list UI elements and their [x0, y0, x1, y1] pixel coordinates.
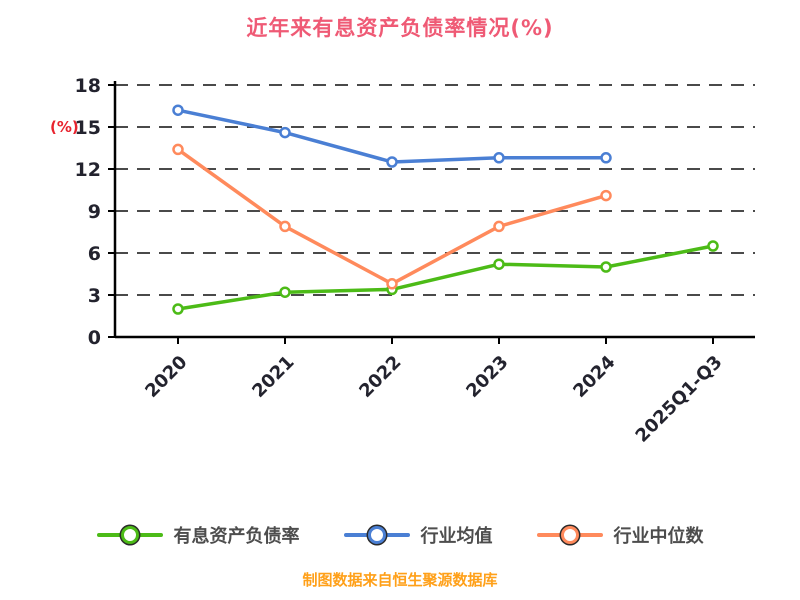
y-tick-label: 3: [88, 285, 101, 307]
x-tick-label: 2020: [141, 352, 191, 402]
y-tick-label: 6: [88, 243, 101, 265]
x-tick-label: 2022: [355, 352, 405, 402]
data-point: [279, 126, 291, 139]
x-tick-label: 2021: [248, 352, 298, 402]
data-point: [600, 152, 612, 164]
legend-marker-line: [536, 526, 603, 544]
chart-title: 近年来有息资产负债率情况(%): [246, 16, 554, 40]
data-point: [707, 240, 719, 252]
data-point: [279, 220, 291, 233]
y-tick-label: 12: [75, 159, 101, 181]
legend-item-0: 有息资产负债率: [96, 522, 300, 548]
data-point: [493, 220, 505, 233]
data-point: [493, 152, 505, 164]
data-point: [279, 286, 291, 298]
chart-canvas: 0 3 6 9 12 15 18 2020 2021 2022 2023 2024 2025Q1-Q3: [75, 75, 755, 447]
legend-label: 行业中位数: [613, 526, 704, 547]
data-point: [172, 104, 184, 116]
legend-label: 行业均值: [420, 526, 493, 547]
data-point: [386, 278, 398, 290]
data-point: [600, 189, 612, 202]
series-line-1: [176, 108, 608, 164]
legend: 有息资产负债率 行业均值 行业中位数: [0, 522, 800, 548]
x-tick-label: 2025Q1-Q3: [632, 352, 727, 447]
y-axis-label: (%): [50, 118, 79, 136]
legend-item-2: 行业中位数: [536, 522, 704, 548]
legend-label: 有息资产负债率: [173, 526, 300, 547]
legend-marker-dot: [367, 526, 386, 544]
x-tick-label: 2024: [569, 352, 619, 402]
legend-item-1: 行业均值: [343, 522, 493, 548]
y-tick-label: 9: [88, 201, 101, 223]
x-tick-label: 2023: [462, 352, 512, 402]
data-point: [386, 156, 398, 168]
data-point: [493, 258, 505, 270]
y-tick-label: 15: [75, 117, 101, 139]
legend-marker-dot: [120, 526, 139, 544]
y-tick-label: 18: [75, 75, 101, 97]
legend-marker-line: [96, 526, 163, 544]
data-point: [172, 303, 184, 315]
legend-marker-dot: [560, 526, 579, 544]
data-point: [172, 143, 184, 156]
legend-marker-line: [343, 526, 410, 544]
data-point: [600, 261, 612, 273]
source-note: 制图数据来自恒生聚源数据库: [302, 571, 498, 589]
y-tick-label: 0: [88, 327, 101, 349]
series-line-0: [176, 244, 715, 311]
